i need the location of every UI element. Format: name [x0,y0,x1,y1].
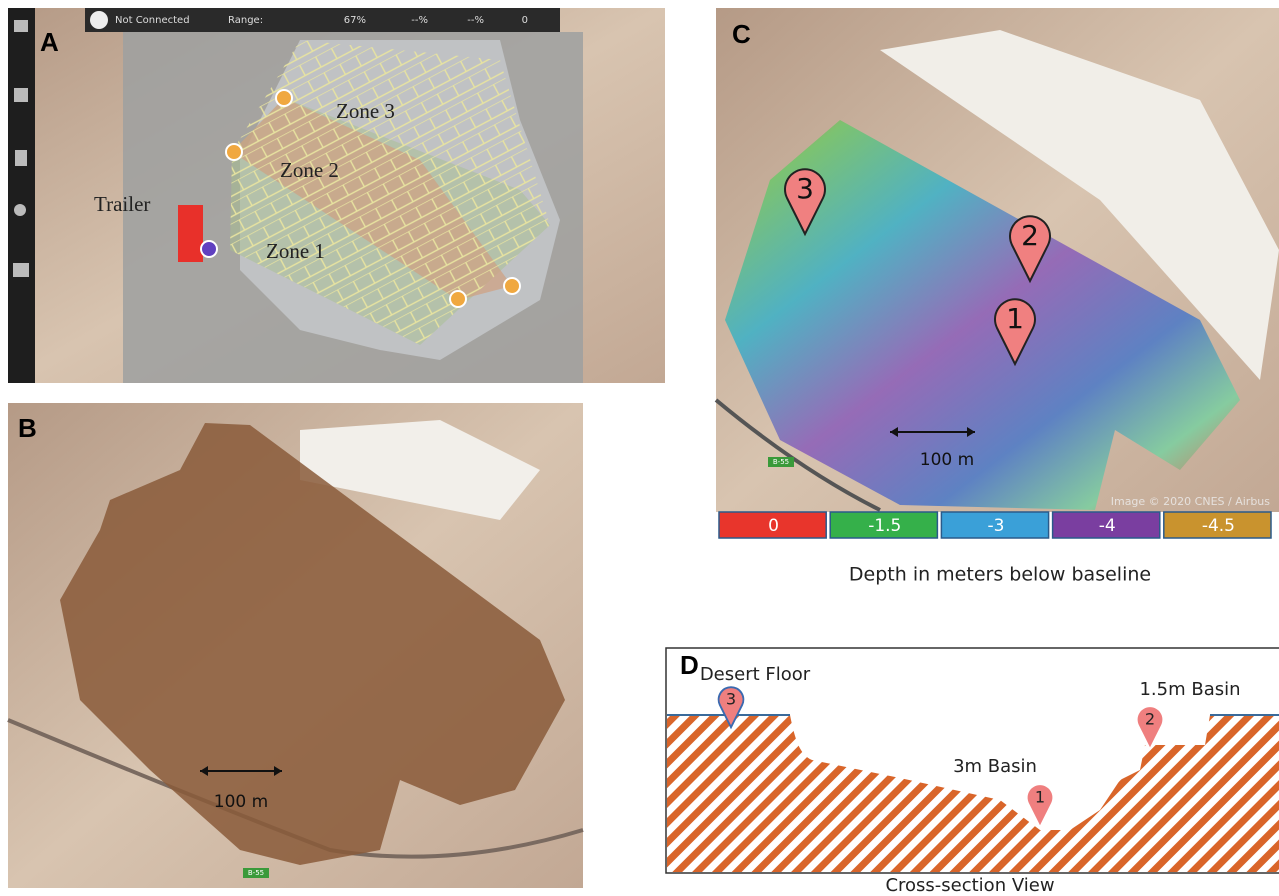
legend-label: 0 [768,516,779,536]
panel-title: Cross-section View [885,875,1054,896]
panel-c: 100 m B-55 Image © 2020 CNES / Airbus 3 … [716,8,1279,586]
figure: Not Connected Range: 67% --% --% 0 A Tra… [0,0,1279,896]
page: Not Connected Range: 67% --% --% 0 A Tra… [0,0,1279,896]
panel-a: Not Connected Range: 67% --% --% 0 A Tra… [8,8,665,383]
marker-label: 2 [1145,710,1155,729]
trailer-label: Trailer [94,192,150,216]
scale-label: 100 m [214,792,268,812]
trailer [178,205,203,262]
legend-label: -1.5 [868,516,901,536]
zone-label: Zone 3 [336,99,395,123]
panel-label: C [732,19,751,49]
attribution: Image © 2020 CNES / Airbus [1111,495,1271,508]
shape-icon [14,88,28,102]
panel-label: D [680,650,699,680]
scale-label: 100 m [920,450,974,470]
marker-label: 1 [1006,302,1024,335]
legend-label: -4.5 [1202,516,1235,536]
panel-b: 100 m B-55 B [8,403,583,888]
annotation: Desert Floor [700,664,811,685]
remote-battery: --% [411,15,428,26]
home-point [201,241,217,257]
zone-label: Zone 1 [266,239,325,263]
waypoint [226,144,242,160]
legend-label: -3 [988,516,1005,536]
range-label: Range: [228,15,263,26]
connection-status: Not Connected [115,15,190,26]
road-sign-label: B-55 [773,458,789,466]
toolbar [8,8,35,383]
legend: 0 -1.5 -3 -4 -4.5 [719,512,1271,538]
marker-label: 1 [1035,788,1045,807]
legend-title: Depth in meters below baseline [849,564,1151,586]
marker-label: 3 [726,690,736,709]
annotation: 1.5m Basin [1139,679,1240,700]
signal-level: --% [467,15,484,26]
zone-label: Zone 2 [280,158,339,182]
trash-icon [15,150,27,166]
annotation: 3m Basin [953,756,1037,777]
battery-level: 67% [344,15,366,26]
legend-label: -4 [1099,516,1116,536]
panel-label: B [18,413,37,443]
search-icon [14,204,26,216]
waypoint [276,90,292,106]
back-button[interactable] [90,11,108,29]
map-icon [13,263,29,277]
marker-label: 2 [1021,219,1039,252]
lock-icon [14,20,28,32]
satellite-count: 0 [522,15,528,26]
waypoint [504,278,520,294]
waypoint [450,291,466,307]
panel-label: A [40,27,59,57]
panel-d: D Desert Floor 3m Basin 1.5m Basin 3 1 2… [666,648,1279,896]
marker-label: 3 [796,172,814,205]
road-sign-label: B-55 [248,869,264,877]
